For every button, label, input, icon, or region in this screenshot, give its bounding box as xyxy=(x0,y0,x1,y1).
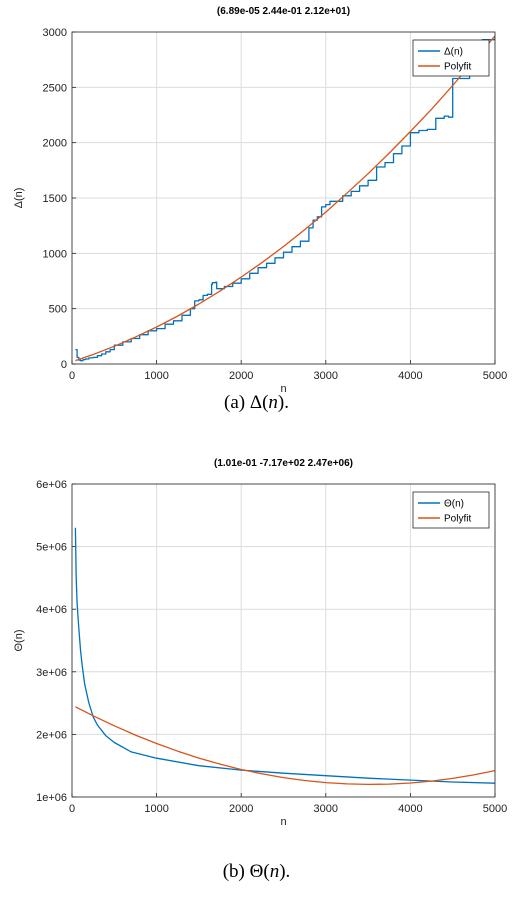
caption-prefix: (a) xyxy=(224,392,250,413)
x-tick-label: 1000 xyxy=(144,370,168,382)
x-tick-label: 0 xyxy=(69,370,75,382)
legend-label: Θ(n) xyxy=(444,499,464,510)
x-tick-label: 5000 xyxy=(483,370,507,382)
y-axis-label: Δ(n) xyxy=(13,188,25,209)
chart-title: (1.01e-01 -7.17e+02 2.47e+06) xyxy=(214,458,353,469)
axes-frame xyxy=(71,483,496,798)
caption-suffix: . xyxy=(285,861,291,882)
axes-frame xyxy=(71,31,496,365)
x-tick-label: 2000 xyxy=(229,803,253,815)
caption-symbol: Θ xyxy=(249,861,264,882)
y-tick-label: 0 xyxy=(61,359,67,371)
series-line-polyfit xyxy=(75,35,495,362)
y-tick-label: 500 xyxy=(49,304,67,316)
caption-suffix: . xyxy=(284,392,289,413)
legend-label: Polyfit xyxy=(444,62,471,73)
series-line-n xyxy=(74,527,495,784)
y-tick-label: 3e+06 xyxy=(36,667,67,679)
x-axis-label: n xyxy=(280,816,286,828)
caption-symbol: Δ xyxy=(249,392,263,413)
x-axis-label: n xyxy=(280,383,286,395)
y-tick-label: 2e+06 xyxy=(36,729,67,741)
y-tick-label: 1000 xyxy=(43,248,67,260)
y-tick-label: 5e+06 xyxy=(36,542,67,554)
legend-box xyxy=(412,39,490,77)
x-tick-label: 0 xyxy=(69,803,75,815)
y-tick-label: 2500 xyxy=(43,82,67,94)
caption-variable: n xyxy=(268,392,278,413)
plot-area xyxy=(72,484,495,797)
y-tick-label: 4e+06 xyxy=(36,604,67,616)
caption-variable: n xyxy=(269,861,280,882)
x-tick-label: 4000 xyxy=(398,803,422,815)
caption-theta: (b) Θ(n). xyxy=(222,861,291,882)
caption-prefix: (b) xyxy=(222,861,250,882)
legend-label: Δ(n) xyxy=(444,47,463,58)
y-tick-label: 1500 xyxy=(43,193,67,205)
chart-title: (6.89e-05 2.44e-01 2.12e+01) xyxy=(217,6,350,17)
y-tick-label: 2000 xyxy=(43,138,67,150)
chart-panel-delta: (6.89e-05 2.44e-01 2.12e+01) 0 1000 2000 300… xyxy=(13,6,507,413)
chart-delta: (6.89e-05 2.44e-01 2.12e+01) 0 1000 2000 300… xyxy=(13,6,507,395)
series-line-polyfit xyxy=(75,706,495,786)
caption-delta: (a) Δ(n). xyxy=(224,392,289,413)
x-tick-label: 5000 xyxy=(483,803,507,815)
y-tick-label: 3000 xyxy=(43,27,67,39)
x-tick-label: 1000 xyxy=(144,803,168,815)
y-axis-label: Θ(n) xyxy=(13,630,25,652)
x-tick-label: 4000 xyxy=(398,370,422,382)
y-tick-label: 6e+06 xyxy=(36,479,67,491)
series-line-n xyxy=(75,37,495,362)
chart-theta: (1.01e-01 -7.17e+02 2.47e+06) 0 1000 2000 30… xyxy=(13,458,507,828)
x-tick-label: 2000 xyxy=(229,370,253,382)
x-tick-label: 3000 xyxy=(314,370,338,382)
legend-box xyxy=(412,491,490,529)
x-tick-label: 3000 xyxy=(314,803,338,815)
y-tick-label: 1e+06 xyxy=(36,792,67,804)
chart-panel-theta: (1.01e-01 -7.17e+02 2.47e+06) 0 1000 2000 30… xyxy=(0,449,513,898)
legend-label: Polyfit xyxy=(444,514,471,525)
